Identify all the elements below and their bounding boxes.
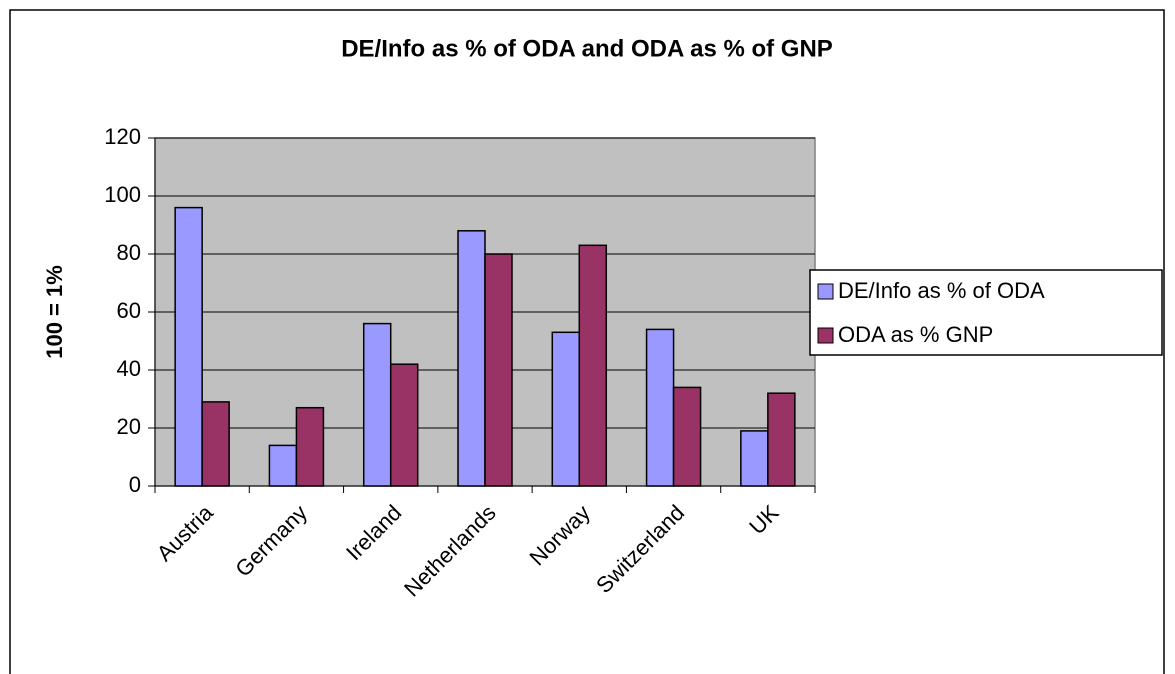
- bar: [201, 401, 230, 487]
- bar: [767, 392, 796, 487]
- bar: [740, 430, 769, 487]
- legend: [809, 269, 1163, 356]
- bar: [389, 363, 419, 487]
- y-tick-label: 20: [117, 414, 141, 439]
- bar: [362, 322, 392, 487]
- bar: [268, 444, 298, 487]
- y-tick-label: 120: [104, 124, 141, 149]
- bar: [672, 386, 702, 487]
- bar: [551, 331, 581, 487]
- y-tick-label: 60: [117, 298, 141, 323]
- bar: [295, 406, 325, 487]
- chart-title: DE/Info as % of ODA and ODA as % of GNP: [341, 35, 833, 62]
- y-tick-label: 0: [129, 472, 141, 497]
- legend-label: DE/Info as % of ODA: [838, 278, 1045, 303]
- legend-swatch: [817, 283, 834, 300]
- bar: [457, 230, 486, 487]
- y-tick-label: 40: [117, 356, 141, 381]
- bar: [484, 253, 513, 487]
- legend-swatch: [817, 327, 834, 344]
- bar: [174, 206, 203, 487]
- bar: [578, 244, 608, 487]
- y-tick-label: 100: [104, 182, 141, 207]
- y-tick-label: 80: [117, 240, 141, 265]
- legend-label: ODA as % GNP: [838, 322, 993, 347]
- y-axis-title: 100 = 1%: [42, 265, 67, 359]
- bar: [645, 328, 675, 487]
